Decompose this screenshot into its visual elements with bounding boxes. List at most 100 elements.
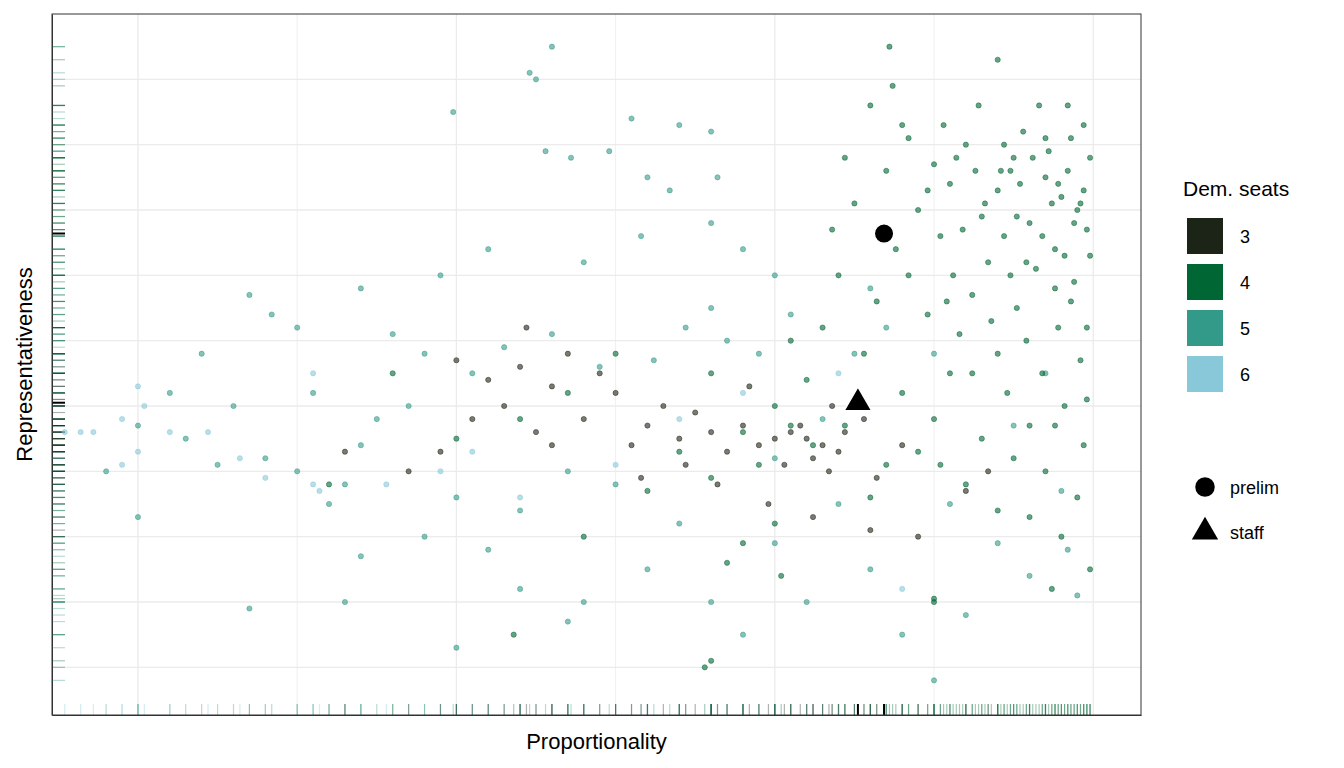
rug-x (1086, 704, 1087, 715)
rug-x (669, 704, 670, 715)
rug-y (52, 399, 65, 400)
rug-y (52, 445, 65, 446)
rug-x (876, 704, 877, 715)
rug-y (52, 373, 65, 374)
point (470, 371, 475, 376)
point (1033, 266, 1038, 271)
point (874, 299, 879, 304)
rug-x (685, 704, 686, 715)
point (486, 547, 491, 552)
point (931, 678, 936, 683)
point (454, 436, 459, 441)
point (543, 149, 548, 154)
point (724, 449, 729, 454)
rug-x (1026, 704, 1027, 715)
grid-line-y (52, 340, 1141, 341)
point (247, 606, 252, 611)
point (798, 423, 803, 428)
rug-x (908, 704, 909, 715)
point (454, 358, 459, 363)
rug-x (1058, 704, 1059, 715)
point (342, 482, 347, 487)
rug-x (1010, 704, 1011, 715)
point (1011, 155, 1016, 160)
rug-x (504, 704, 505, 715)
rug-y (52, 386, 65, 387)
rug-y (52, 471, 65, 472)
rug-x (519, 704, 520, 715)
rug-y (52, 458, 65, 459)
point (167, 390, 172, 395)
point (502, 345, 507, 350)
rug-y (52, 503, 65, 504)
rug-x (838, 704, 839, 715)
point (581, 599, 586, 604)
rug-y (52, 353, 65, 354)
point (709, 305, 714, 310)
rug-x (344, 704, 345, 715)
rug-y (52, 497, 65, 498)
legend-swatch (1187, 356, 1223, 392)
rug-y (52, 588, 65, 589)
rug-y (52, 360, 65, 361)
rug-y (52, 301, 65, 302)
rug-x (615, 704, 616, 715)
rug-y (52, 118, 65, 119)
rug-x (144, 704, 145, 715)
rug-y (52, 353, 65, 354)
point (986, 260, 991, 265)
rug-y (52, 471, 65, 472)
grid-line-x (934, 14, 935, 715)
rug-y (52, 543, 65, 544)
rug-x (1029, 704, 1030, 715)
point (1011, 423, 1016, 428)
rug-x (185, 704, 186, 715)
rug-y (52, 262, 65, 263)
rug-x (758, 704, 759, 715)
rug-y (52, 203, 65, 204)
point (406, 403, 411, 408)
rug-y (52, 405, 65, 406)
point (342, 599, 347, 604)
rug-x (870, 704, 871, 715)
rug-y (52, 451, 65, 452)
rug-x (1067, 704, 1068, 715)
point (533, 430, 538, 435)
rug-x (137, 704, 138, 715)
rug-x (988, 704, 989, 715)
rug-x (519, 704, 520, 715)
rug-x (949, 704, 950, 715)
rug-x (313, 704, 314, 715)
rug-y (52, 177, 65, 178)
rug-x (609, 704, 610, 715)
rug-y (52, 229, 65, 230)
rug-x (488, 704, 489, 715)
grid (52, 14, 1141, 715)
rug-x (886, 704, 887, 715)
rug-y (52, 353, 65, 354)
rug-x (392, 704, 393, 715)
rug-x (169, 704, 170, 715)
point (947, 501, 952, 506)
rug-y (52, 503, 65, 504)
rug-y (52, 445, 65, 446)
point (979, 214, 984, 219)
rug-y (52, 497, 65, 498)
rug-y (52, 294, 65, 295)
rug-y (52, 438, 65, 439)
point (810, 443, 815, 448)
rug-y (52, 366, 65, 367)
rug-y (52, 183, 65, 184)
point (740, 390, 745, 395)
rug-y (52, 203, 65, 204)
legend-label: 6 (1240, 365, 1250, 385)
rug-x (297, 704, 298, 715)
rug-y (52, 72, 65, 73)
rug-x (886, 704, 887, 715)
rug-x (800, 704, 801, 715)
x-axis-title: Proportionality (526, 729, 667, 754)
rug-y (52, 438, 65, 439)
rug-x (726, 704, 727, 715)
rugs (52, 47, 1090, 715)
point (702, 665, 707, 670)
